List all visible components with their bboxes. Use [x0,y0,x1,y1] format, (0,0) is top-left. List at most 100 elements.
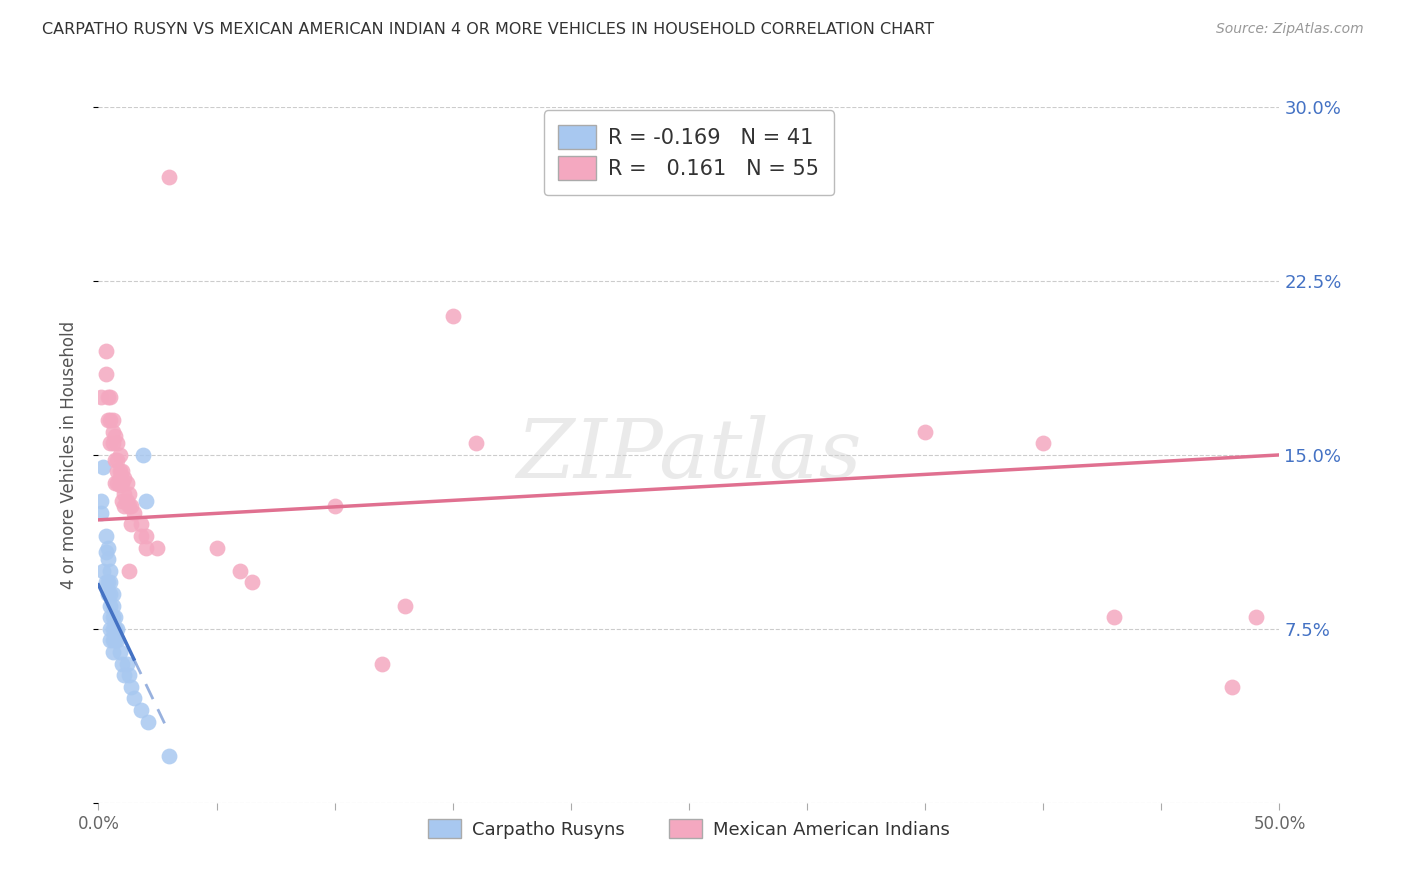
Point [105,622,128,636]
Point [104,429,127,443]
Point [129,517,152,532]
Point [394,599,416,613]
Point [914,425,936,439]
Point [90,506,112,520]
Point [115,657,138,671]
Point [98,390,121,404]
Point [94,343,117,358]
Point [118,487,141,501]
Point [115,494,138,508]
Point [465,436,488,450]
Point [135,529,157,543]
Point [108,464,131,478]
Point [132,448,155,462]
Point [105,452,128,467]
Point [101,413,124,427]
Point [98,413,121,427]
Point [112,471,135,485]
Point [121,517,143,532]
Point [157,749,180,764]
Point [115,475,138,490]
Point [111,475,134,490]
Point [108,478,131,492]
Point [441,309,464,323]
Point [97,552,120,566]
Point [97,413,120,427]
Point [98,633,121,648]
Legend: Carpatho Rusyns, Mexican American Indians: Carpatho Rusyns, Mexican American Indian… [420,812,957,846]
Point [90,494,112,508]
Point [94,529,117,543]
Text: ZIPatlas: ZIPatlas [516,415,862,495]
Point [101,633,124,648]
Point [101,599,124,613]
Text: Source: ZipAtlas.com: Source: ZipAtlas.com [1216,22,1364,37]
Point [101,425,124,439]
Point [90,390,112,404]
Point [1102,610,1125,624]
Point [240,575,263,590]
Point [105,475,128,490]
Point [136,714,159,729]
Point [157,169,180,184]
Point [112,668,135,682]
Point [112,487,135,501]
Point [104,633,127,648]
Point [323,499,346,513]
Point [135,494,157,508]
Point [97,587,120,601]
Point [104,452,127,467]
Point [105,436,128,450]
Point [135,541,157,555]
Point [205,541,228,555]
Point [97,575,120,590]
Point [1220,680,1243,694]
Point [121,680,143,694]
Point [98,599,121,613]
Point [101,436,124,450]
Point [94,367,117,381]
Point [98,587,121,601]
Point [105,633,128,648]
Point [129,703,152,717]
Point [101,587,124,601]
Point [105,464,128,478]
Y-axis label: 4 or more Vehicles in Household: 4 or more Vehicles in Household [59,321,77,589]
Point [118,499,141,513]
Point [104,610,127,624]
Point [98,436,121,450]
Point [108,471,131,485]
Point [1032,436,1054,450]
Point [97,390,120,404]
Point [98,610,121,624]
Point [91,459,114,474]
Point [108,645,131,659]
Point [112,499,135,513]
Point [122,506,145,520]
Point [229,564,252,578]
Point [111,464,134,478]
Point [97,541,120,555]
Point [101,610,124,624]
Point [94,575,117,590]
Point [101,645,124,659]
Point [1244,610,1267,624]
Point [146,541,169,555]
Point [371,657,394,671]
Point [94,545,117,559]
Point [98,575,121,590]
Point [98,622,121,636]
Point [118,668,141,682]
Point [104,475,127,490]
Point [121,499,143,513]
Text: CARPATHO RUSYN VS MEXICAN AMERICAN INDIAN 4 OR MORE VEHICLES IN HOUSEHOLD CORREL: CARPATHO RUSYN VS MEXICAN AMERICAN INDIA… [42,22,935,37]
Point [122,691,145,706]
Point [101,622,124,636]
Point [108,448,131,462]
Point [129,529,152,543]
Point [104,622,127,636]
Point [111,494,134,508]
Point [118,564,141,578]
Point [111,657,134,671]
Point [98,564,121,578]
